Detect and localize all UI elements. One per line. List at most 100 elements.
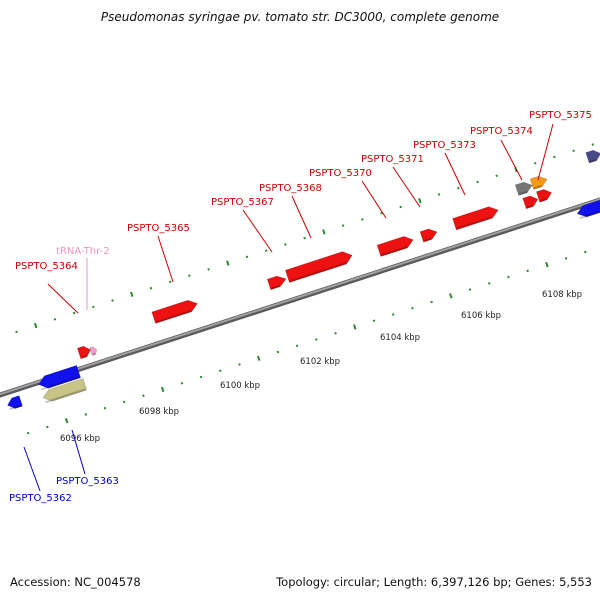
lower-ruler-tick — [372, 319, 376, 323]
gene-arrow-shade — [526, 204, 534, 209]
gene-arrow-shade — [456, 216, 493, 230]
gene-label[interactable]: PSPTO_5362 — [9, 493, 72, 504]
upper-ruler-tick — [322, 229, 326, 235]
lower-ruler-tick — [295, 344, 299, 348]
upper-ruler-tick — [341, 224, 345, 227]
gene-arrow-pspto-5371[interactable] — [419, 228, 438, 243]
lower-ruler-tick — [238, 363, 241, 366]
gene-arrow-shade — [41, 376, 80, 391]
upper-ruler-tick — [476, 180, 479, 184]
gene-arrow-shade — [540, 197, 548, 202]
gene-arrow-khaki[interactable] — [42, 378, 88, 402]
genome-title: Pseudomonas syringae pv. tomato str. DC3… — [100, 10, 500, 24]
gene-arrow-pspto-5362[interactable] — [7, 395, 23, 409]
gene-arrow-pspto-5374[interactable] — [514, 181, 533, 196]
upper-ruler-tick — [149, 286, 153, 290]
upper-ruler-tick — [111, 299, 114, 302]
upper-ruler-tick — [437, 193, 441, 196]
upper-ruler-tick — [264, 249, 268, 252]
lower-ruler-tick — [180, 381, 184, 385]
upper-ruler-tick — [92, 305, 95, 309]
gene-arrow-offscreen[interactable] — [585, 149, 600, 164]
upper-ruler-tick — [457, 186, 460, 190]
lower-ruler-tick — [468, 288, 472, 291]
upper-ruler-tick — [245, 255, 249, 259]
upper-ruler-tick — [361, 218, 364, 221]
gene-label-leader — [71, 429, 86, 475]
lower-ruler-tick — [334, 331, 337, 335]
lower-ruler-tick — [199, 375, 203, 379]
gene-arrow-pspto-5368[interactable] — [285, 251, 353, 283]
gene-label-leader — [392, 166, 421, 208]
upper-ruler-tick — [53, 318, 57, 321]
gene-arrow-pspto-5365[interactable] — [151, 299, 198, 324]
gene-arrow-shade — [289, 262, 347, 283]
gene-arrow-pspto-5374b[interactable] — [536, 189, 552, 203]
upper-ruler-tick — [553, 155, 556, 159]
gene-label-leader — [444, 152, 466, 196]
gene-label[interactable]: PSPTO_5373 — [413, 140, 476, 151]
gene-label-leader — [242, 209, 273, 253]
upper-ruler-tick — [226, 260, 230, 266]
scale-label: 6108 kbp — [542, 290, 582, 300]
lower-ruler-tick — [84, 413, 88, 416]
gene-arrow-pspto-5375[interactable] — [529, 175, 548, 190]
lower-ruler-tick — [564, 257, 568, 260]
gene-arrow-pspto-5374a[interactable] — [522, 195, 539, 210]
upper-ruler-tick — [207, 268, 210, 271]
lower-ruler-tick — [103, 406, 107, 410]
lower-ruler-tick — [46, 425, 49, 429]
gene-arrow-pspto-5367[interactable] — [266, 275, 287, 291]
upper-ruler-tick — [72, 311, 76, 315]
gene-arrow-trna-thr-2[interactable] — [89, 346, 98, 356]
lower-ruler-tick — [411, 306, 414, 310]
gene-label-leader — [23, 446, 41, 492]
lower-ruler-tick — [256, 355, 261, 361]
gene-arrow-shade — [519, 190, 528, 196]
scale-label: 6102 kbp — [300, 357, 340, 367]
gene-arrow-shade — [45, 388, 86, 404]
gene-arrow-shade — [589, 158, 597, 163]
lower-ruler-tick — [487, 282, 491, 285]
gene-label[interactable]: PSPTO_5364 — [15, 261, 78, 272]
upper-ruler-tick — [380, 211, 383, 215]
gene-label-leader — [157, 235, 174, 283]
gene-arrow-reverse-right[interactable] — [576, 199, 600, 218]
upper-ruler-tick — [188, 274, 191, 277]
gene-label[interactable]: tRNA-Thr-2 — [56, 246, 110, 257]
gene-label[interactable]: PSPTO_5375 — [529, 110, 592, 121]
gene-label[interactable]: PSPTO_5371 — [361, 154, 424, 165]
gene-label-leader — [537, 123, 554, 181]
upper-ruler-tick — [15, 330, 18, 334]
gene-label[interactable]: PSPTO_5365 — [127, 223, 190, 234]
gene-label-leader — [500, 139, 523, 181]
upper-ruler-tick — [572, 149, 575, 153]
lower-ruler-tick — [276, 350, 280, 354]
upper-ruler-tick — [33, 322, 38, 329]
gene-label[interactable]: PSPTO_5374 — [470, 126, 533, 137]
gene-arrow-pspto-5363[interactable] — [38, 365, 81, 389]
lower-ruler-tick — [353, 324, 357, 330]
lower-ruler-tick — [526, 269, 529, 273]
gene-label[interactable]: PSPTO_5370 — [309, 168, 372, 179]
lower-ruler-tick — [160, 386, 165, 393]
upper-ruler-tick — [495, 174, 499, 178]
gene-arrow-shade — [81, 354, 87, 359]
gene-label[interactable]: PSPTO_5367 — [211, 197, 274, 208]
scale-label: 6100 kbp — [220, 381, 260, 391]
gene-label[interactable]: PSPTO_5363 — [56, 476, 119, 487]
gene-label[interactable]: PSPTO_5368 — [259, 183, 322, 194]
gene-arrow-shade — [9, 404, 22, 411]
gene-arrow-pspto-5364[interactable] — [77, 345, 91, 360]
gene-arrow-pspto-5373[interactable] — [452, 206, 499, 231]
gene-arrow-pspto-5370[interactable] — [376, 236, 414, 257]
accession-text: Accession: NC_004578 — [10, 575, 141, 589]
upper-ruler-tick — [418, 197, 422, 204]
topology-text: Topology: circular; Length: 6,397,126 bp… — [276, 575, 592, 589]
gene-arrow-shade — [271, 284, 281, 290]
lower-ruler-tick — [122, 400, 126, 404]
lower-ruler-tick — [64, 417, 69, 424]
lower-ruler-tick — [315, 338, 318, 341]
